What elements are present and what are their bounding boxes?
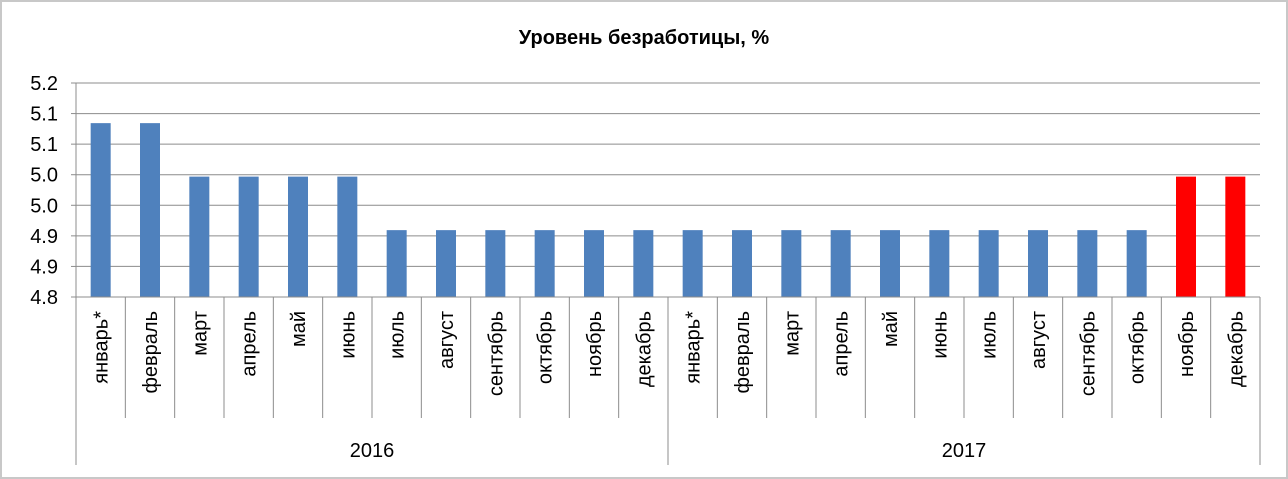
x-axis: январь* февраль март апрель май июнь июль авгус…	[75, 296, 1261, 465]
bar-2016-9	[485, 230, 506, 297]
x-tick-label: август	[436, 311, 458, 369]
x-tick-label: ноябрь	[584, 311, 606, 377]
x-tick-label: март	[781, 311, 803, 356]
bar-2017-2	[732, 230, 752, 297]
y-axis-ticks: 5.2 5.1 5.1 5.0 5.0 4.9 4.9 4.8	[30, 73, 77, 309]
bars	[90, 123, 1246, 297]
y-tick-label: 5.0	[30, 165, 58, 187]
y-tick-label: 5.1	[30, 134, 58, 156]
x-tick-label: февраль	[732, 311, 754, 394]
x-tick-label: март	[189, 311, 211, 356]
bar-2017-10	[1126, 230, 1147, 297]
x-tick-label: декабрь	[633, 311, 655, 387]
x-tick-label: ноябрь	[1176, 311, 1198, 377]
bar-2016-10	[534, 230, 555, 297]
x-tick-label: сентябрь	[1077, 311, 1099, 396]
bar-2016-5	[288, 176, 308, 297]
bar-2017-6	[929, 230, 950, 297]
bar-2016-11	[584, 230, 604, 297]
bar-2017-7	[978, 230, 999, 297]
x-tick-label: июнь	[337, 311, 359, 359]
x-tick-label: октябрь	[1127, 311, 1149, 384]
bar-2017-8	[1028, 230, 1048, 297]
bar-2017-4	[830, 230, 851, 297]
x-tick-label: май	[288, 311, 310, 347]
bar-2017-1	[682, 230, 703, 297]
bar-2016-8	[436, 230, 456, 297]
x-tick-label: февраль	[140, 311, 162, 394]
y-tick-label: 5.1	[30, 104, 58, 126]
bar-2016-2	[140, 123, 160, 297]
bar-2017-3	[781, 230, 802, 297]
bar-2016-1	[90, 123, 111, 297]
x-tick-label: январь*	[91, 311, 113, 384]
bar-2016-3	[189, 176, 210, 297]
group-label-year: 2017	[942, 440, 987, 462]
chart-title: Уровень безработицы, %	[519, 27, 770, 49]
y-tick-label: 5.2	[30, 73, 58, 95]
bar-2017-11	[1176, 176, 1196, 297]
y-tick-label: 4.8	[30, 287, 58, 309]
bar-2017-9	[1077, 230, 1098, 297]
y-tick-label: 4.9	[30, 256, 58, 278]
x-tick-label: май	[880, 311, 902, 347]
x-tick-label: апрель	[831, 311, 853, 377]
bar-2016-12	[633, 230, 654, 297]
x-tick-label: октябрь	[535, 311, 557, 384]
group-label-year: 2016	[350, 440, 395, 462]
x-tick-label: август	[1028, 311, 1050, 369]
y-tick-label: 4.9	[30, 226, 58, 248]
gridlines	[76, 82, 1260, 267]
x-tick-label: июль	[979, 311, 1001, 359]
x-tick-label: июль	[387, 311, 409, 359]
x-tick-label: апрель	[239, 311, 261, 377]
x-tick-label: сентябрь	[485, 311, 507, 396]
x-tick-label: декабрь	[1225, 311, 1247, 387]
bar-2016-7	[386, 230, 407, 297]
bar-2017-12	[1225, 176, 1246, 297]
y-tick-label: 5.0	[30, 195, 58, 217]
bar-2016-4	[238, 176, 259, 297]
x-tick-label: январь*	[683, 311, 705, 384]
bar-2017-5	[880, 230, 900, 297]
x-tick-label: июнь	[929, 311, 951, 359]
bar-2016-6	[337, 176, 358, 297]
